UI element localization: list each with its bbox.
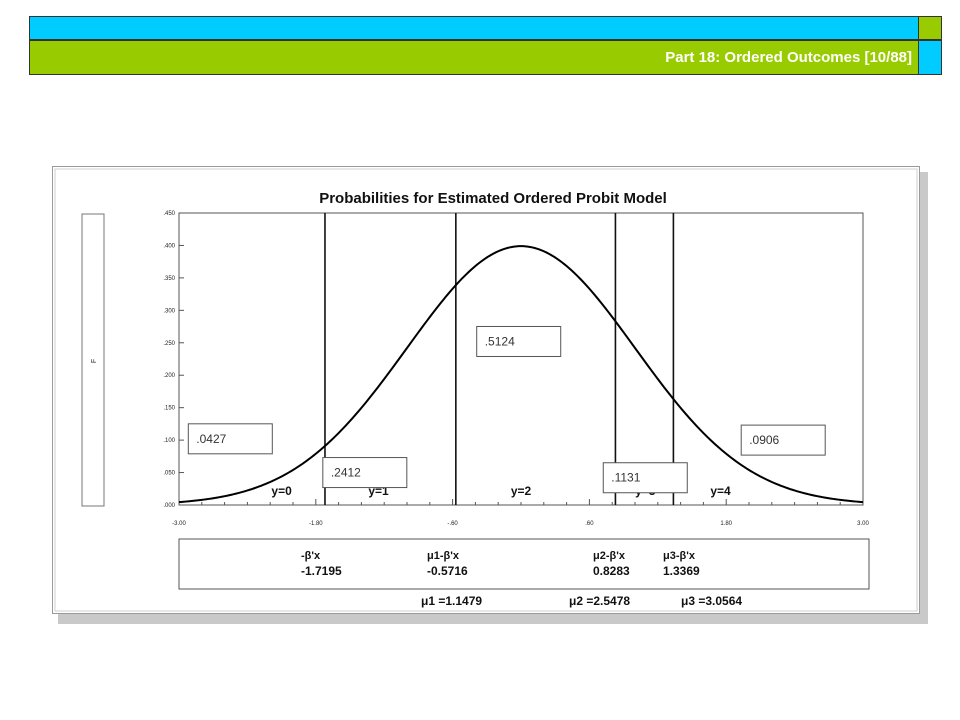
y-tick-label: .450 xyxy=(163,211,175,217)
y-ticks: .000 .050 .100 .150 .200 .250 .300 .350 .400 .450 xyxy=(163,211,184,509)
x-tick-label: 3.00 xyxy=(857,521,869,527)
cutoff-value: 0.8283 xyxy=(593,564,630,578)
cutoff-label: -β'x xyxy=(301,550,321,562)
y-tick-label: .250 xyxy=(163,341,175,347)
x-tick-label: .60 xyxy=(585,521,594,527)
probability-value: .1131 xyxy=(611,471,640,485)
y-tick-label: .300 xyxy=(163,308,175,314)
probability-value: .0427 xyxy=(196,432,226,446)
probability-value: .5124 xyxy=(485,334,515,348)
cutoff-label: μ1-β'x xyxy=(427,550,460,562)
probability-box xyxy=(187,423,273,455)
y-axis-label: F xyxy=(91,359,98,363)
threshold-lines xyxy=(324,213,675,505)
chart-canvas: Probabilities for Estimated Ordered Prob… xyxy=(54,168,918,612)
cutoff-value: -1.7195 xyxy=(301,564,342,578)
mu-value: μ3 =3.0564 xyxy=(681,594,742,608)
header-top-bar xyxy=(29,16,919,40)
plot-frame xyxy=(178,212,864,506)
slide-title: Part 18: Ordered Outcomes [10/88] xyxy=(665,49,912,66)
cutoff-value: -0.5716 xyxy=(427,564,468,578)
y-tick-label: .150 xyxy=(163,406,175,412)
cutoff-value: 1.3369 xyxy=(663,564,700,578)
x-tick-label: -1.80 xyxy=(309,521,323,527)
mu-value: μ2 =2.5478 xyxy=(569,594,630,608)
region-label: y=2 xyxy=(511,484,532,498)
header-title-corner xyxy=(918,40,942,75)
header-title-bar: Part 18: Ordered Outcomes [10/88] xyxy=(29,40,919,75)
x-tick-label: 1.80 xyxy=(720,521,732,527)
probability-value: .0906 xyxy=(749,433,779,447)
x-ticks: -3.00 -1.80 -.60 .60 1.80 3.00 xyxy=(172,499,869,527)
density-curve xyxy=(178,245,864,504)
cutoff-values: -β'x -1.7195 μ1-β'x -0.5716 μ2-β'x 0.8283 μ3-β… xyxy=(301,550,700,578)
region-label: y=0 xyxy=(271,484,292,498)
y-tick-label: .000 xyxy=(163,503,175,509)
chart-title: Probabilities for Estimated Ordered Prob… xyxy=(319,190,667,207)
probability-box xyxy=(322,457,408,489)
x-tick-label: -.60 xyxy=(447,521,458,527)
probability-value: .2412 xyxy=(331,466,361,480)
region-label: y=4 xyxy=(710,484,731,498)
y-axis-label-box xyxy=(81,213,105,507)
probability-box xyxy=(602,462,688,494)
y-tick-label: .100 xyxy=(163,438,175,444)
probability-box xyxy=(740,424,826,456)
cutoff-table xyxy=(178,538,870,590)
cutoff-label: μ3-β'x xyxy=(663,550,696,562)
probability-boxes: .0427 .2412 .5124 .1131 .0906 xyxy=(187,325,826,494)
mu-values: μ1 =1.1479 μ2 =2.5478 μ3 =3.0564 xyxy=(421,594,742,608)
y-tick-label: .050 xyxy=(163,471,175,477)
x-tick-label: -3.00 xyxy=(172,521,186,527)
y-tick-label: .350 xyxy=(163,276,175,282)
probability-box xyxy=(476,325,562,357)
figure-inner-border xyxy=(54,168,918,612)
y-tick-label: .400 xyxy=(163,243,175,249)
cutoff-label: μ2-β'x xyxy=(593,550,626,562)
header-top-corner xyxy=(918,16,942,40)
chart-figure: Probabilities for Estimated Ordered Prob… xyxy=(52,166,920,614)
y-tick-label: .200 xyxy=(163,373,175,379)
mu-value: μ1 =1.1479 xyxy=(421,594,482,608)
